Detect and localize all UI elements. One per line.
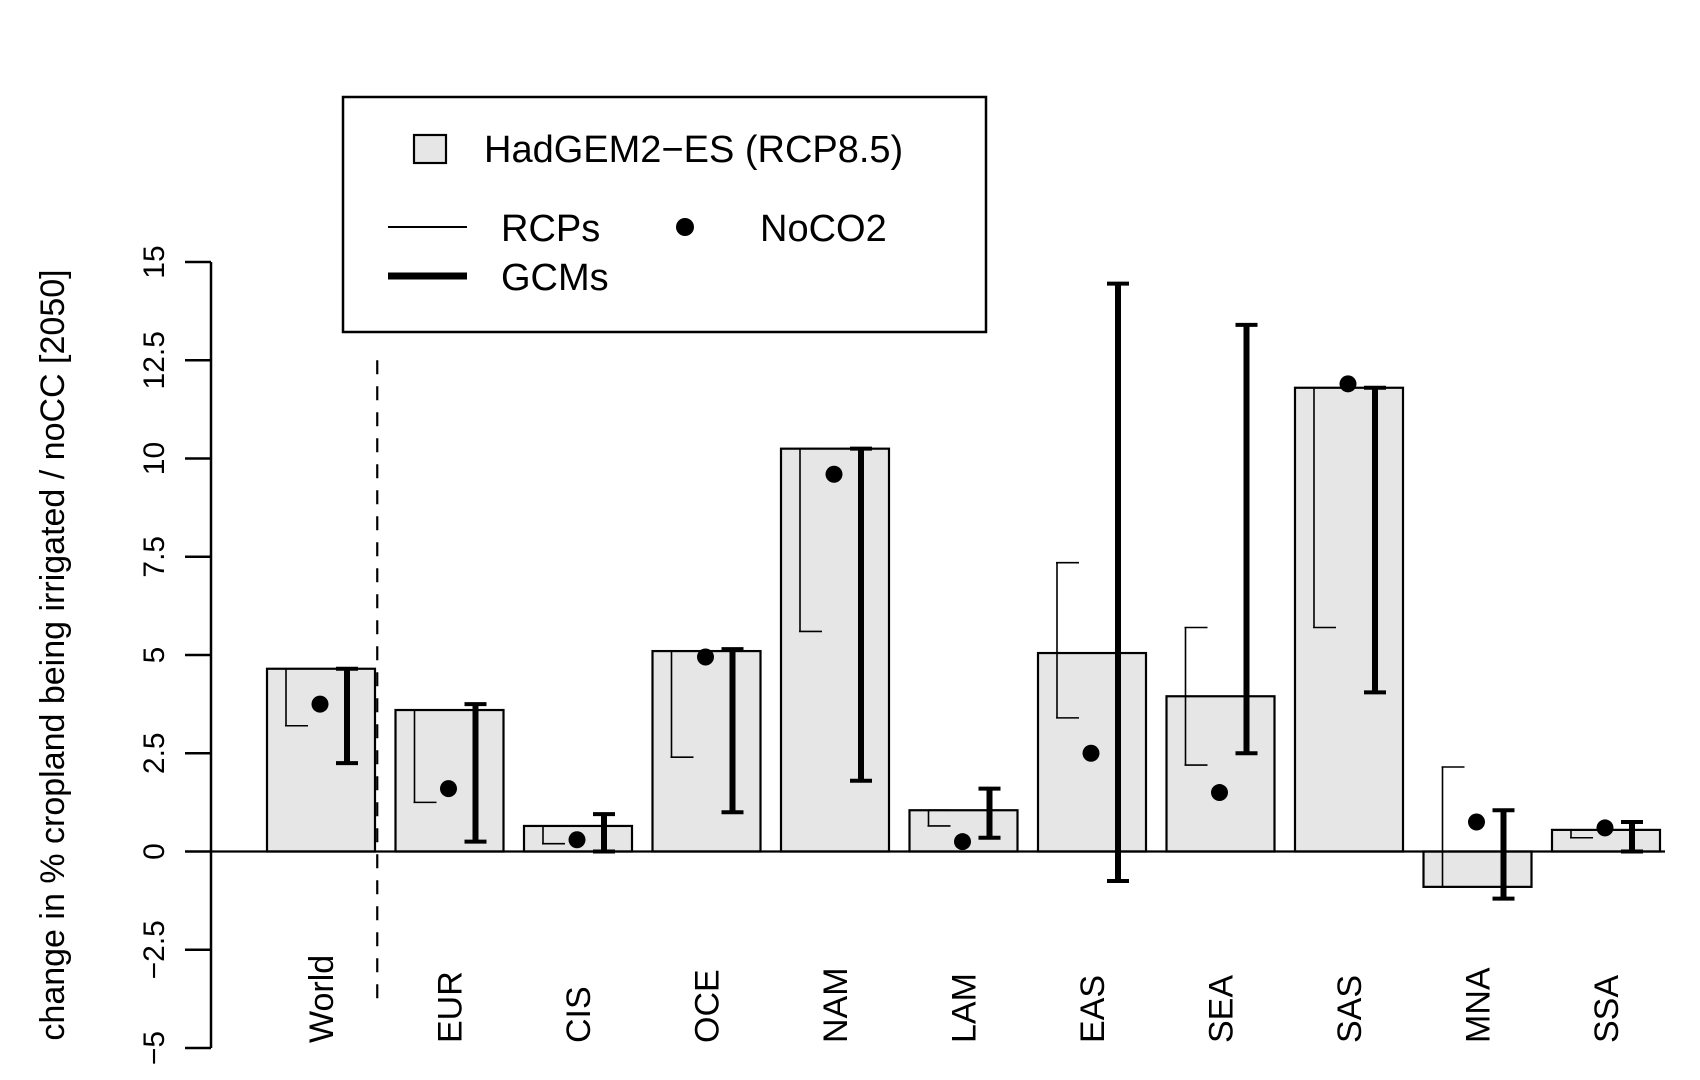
bar-sas: [1293, 386, 1405, 853]
noco2-point: [568, 831, 586, 849]
legend-bar-swatch: [412, 133, 448, 165]
category-label: SSA: [1588, 975, 1626, 1043]
bar-mna: [1422, 850, 1533, 888]
category-label: World: [303, 955, 341, 1043]
category-label: EAS: [1074, 975, 1112, 1043]
noco2-point: [1468, 813, 1485, 831]
category-label: EUR: [432, 971, 470, 1043]
legend: HadGEM2−ES (RCP8.5) RCPs NoCO2 GCMs: [341, 95, 988, 334]
noco2-point: [1339, 375, 1357, 393]
legend-gcm-label: GCMs: [501, 257, 609, 299]
legend-noco2-dot: [676, 218, 694, 236]
bar-oce: [651, 649, 762, 853]
bar-nam: [779, 447, 891, 853]
category-label: MNA: [1460, 967, 1498, 1043]
y-tick-label: 10: [138, 442, 171, 475]
noco2-point: [1596, 819, 1614, 837]
legend-bar-label: HadGEM2−ES (RCP8.5): [484, 129, 903, 171]
bar-sea: [1165, 695, 1276, 853]
y-tick-label: 7.5: [138, 536, 171, 578]
category-label: CIS: [560, 986, 598, 1043]
category-label: SAS: [1331, 975, 1369, 1043]
category-label: SEA: [1203, 975, 1241, 1043]
y-tick-label: 0: [138, 843, 171, 860]
y-tick-label: −2.5: [138, 920, 171, 979]
noco2-point: [440, 780, 457, 798]
y-axis-label: change in % cropland being irrigated / n…: [34, 269, 72, 1040]
legend-rcp-label: RCPs: [501, 208, 600, 250]
noco2-point: [697, 648, 714, 666]
noco2-point: [1211, 784, 1228, 802]
noco2-point: [825, 465, 843, 483]
y-tick-label: 5: [138, 647, 171, 664]
category-label: LAM: [946, 973, 984, 1043]
legend-noco2-label: NoCO2: [760, 208, 887, 250]
y-tick-label: 2.5: [138, 732, 171, 774]
y-tick-label: 15: [138, 245, 171, 278]
noco2-point: [954, 833, 971, 851]
category-label: OCE: [689, 969, 727, 1043]
y-tick-label: 12.5: [138, 331, 171, 389]
legend-box: [341, 95, 988, 334]
noco2-point: [311, 695, 329, 713]
noco2-point: [1082, 744, 1100, 762]
category-label: NAM: [817, 967, 855, 1043]
y-tick-label: −5: [138, 1031, 171, 1065]
